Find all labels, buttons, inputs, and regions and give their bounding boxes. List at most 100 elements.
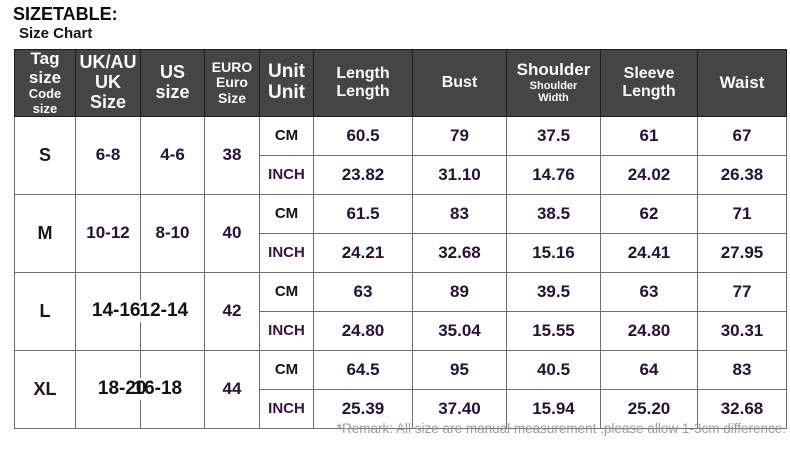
cell-length-inch: 24.80 (313, 310, 413, 351)
header-subline: UK Size (89, 72, 127, 112)
cell-unit-inch: INCH (259, 310, 314, 351)
cell-shoulder-inch: 14.76 (506, 154, 601, 195)
header-euro-size: EURO Euro Size (204, 49, 260, 117)
cell-bust-cm: 95 (412, 349, 507, 390)
header-subline: Unit (268, 81, 305, 103)
header-line: UK/AU (79, 52, 137, 73)
size-table: Tag size Code size UK/AU UK Size US size… (14, 49, 787, 429)
table-row-l-cm: L 14-1612-14 42 CM 63 89 39.5 63 77 (14, 271, 787, 351)
cell-shoulder-inch: 15.55 (506, 310, 601, 351)
header-waist: Waist (697, 49, 787, 117)
cell-ukau-m: 10-12 (75, 193, 141, 273)
cell-waist-cm: 67 (697, 115, 787, 156)
cell-length-inch: 23.82 (313, 154, 413, 195)
cell-ukau-xl: 18-20 (97, 378, 147, 400)
header-subline: Euro Size (216, 74, 248, 106)
cell-length-cm: 63 (313, 271, 413, 312)
header-subline: Shoulder Width (529, 79, 578, 105)
cell-bust-inch: 31.10 (412, 154, 507, 195)
cell-length-inch: 24.21 (313, 232, 413, 273)
table-row-xl-inch: INCH 25.39 37.40 15.94 25.20 32.68 (15, 388, 787, 429)
table-row-xl-cm: XL 18-2016-18 44 CM 64.5 95 40.5 64 83 (14, 349, 787, 429)
cell-bust-cm: 83 (412, 193, 507, 234)
header-line: Waist (719, 72, 765, 92)
cell-waist-inch: 32.68 (697, 388, 787, 429)
cell-us-m: 8-10 (140, 193, 205, 273)
header-shoulder: Shoulder Shoulder Width (506, 49, 601, 117)
cell-length-cm: 64.5 (313, 349, 413, 390)
table-row-m-inch: INCH 24.21 32.68 15.16 24.41 27.95 (15, 232, 787, 273)
cell-length-cm: 60.5 (313, 115, 413, 156)
header-line: Bust (441, 74, 478, 92)
header-bust: Bust (412, 49, 507, 117)
cell-unit-inch: INCH (259, 388, 314, 429)
cell-length-inch: 25.39 (313, 388, 413, 429)
cell-ukau-l: 14-16 (91, 300, 141, 322)
cell-ukau-s: 6-8 (75, 115, 141, 195)
cell-shoulder-cm: 37.5 (506, 115, 601, 156)
cell-shoulder-cm: 39.5 (506, 271, 601, 312)
cell-tag-s: S (14, 115, 76, 195)
table-row-s-inch: INCH 23.82 31.10 14.76 24.02 26.38 (15, 154, 787, 195)
cell-shoulder-cm: 40.5 (506, 349, 601, 390)
cell-waist-inch: 26.38 (697, 154, 787, 195)
header-line: Length (336, 65, 390, 83)
cell-shoulder-inch: 15.16 (506, 232, 601, 273)
table-row-m-cm: M 10-12 8-10 40 CM 61.5 83 38.5 62 71 (14, 193, 787, 273)
cell-unit-cm: CM (259, 349, 314, 390)
cell-euro-l: 42 (204, 271, 260, 351)
cell-waist-cm: 77 (697, 271, 787, 312)
header-line: US (159, 62, 185, 83)
header-tag-size: Tag size Code size (14, 49, 76, 117)
cell-sleeve-inch: 24.41 (600, 232, 698, 273)
cell-bust-inch: 35.04 (412, 310, 507, 351)
cell-bust-inch: 32.68 (412, 232, 507, 273)
cell-unit-inch: INCH (259, 154, 314, 195)
cell-unit-cm: CM (259, 193, 314, 234)
header-line: Sleeve (623, 65, 675, 83)
table-row-l-inch: INCH 24.80 35.04 15.55 24.80 30.31 (15, 310, 787, 351)
cell-waist-cm: 71 (697, 193, 787, 234)
cell-us-xl: 16-18 (133, 378, 183, 400)
cell-shoulder-cm: 38.5 (506, 193, 601, 234)
cell-sleeve-cm: 64 (600, 349, 698, 390)
header-line: Shoulder (516, 60, 591, 79)
page-title: SIZETABLE: (13, 4, 118, 24)
cell-waist-cm: 83 (697, 349, 787, 390)
cell-tag-m: M (14, 193, 76, 273)
cell-sleeve-cm: 63 (600, 271, 698, 312)
header-line: Tag size (28, 49, 62, 87)
table-row-s-cm: S 6-8 4-6 38 CM 60.5 79 37.5 61 67 (14, 115, 787, 195)
cell-sleeve-inch: 25.20 (600, 388, 698, 429)
cell-tag-xl: XL (14, 349, 76, 429)
header-length: Length Length (313, 49, 413, 117)
cell-euro-s: 38 (204, 115, 260, 195)
cell-us-l: 12-14 (139, 300, 189, 322)
cell-ukau-us-merged-xl: 18-2016-18 (75, 349, 205, 429)
cell-bust-cm: 89 (412, 271, 507, 312)
cell-tag-l: L (14, 271, 76, 351)
header-uk-au: UK/AU UK Size (75, 49, 141, 117)
remark-text: *Remark: All size are manual measurement… (336, 421, 786, 436)
header-subline: Length (336, 82, 390, 100)
cell-unit-cm: CM (259, 115, 314, 156)
cell-waist-inch: 27.95 (697, 232, 787, 273)
cell-unit-inch: INCH (259, 232, 314, 273)
header-sleeve-length: Sleeve Length (600, 49, 698, 117)
cell-length-cm: 61.5 (313, 193, 413, 234)
page-subtitle: Size Chart (19, 25, 93, 42)
header-subline: Code size (28, 86, 62, 116)
cell-us-s: 4-6 (140, 115, 205, 195)
header-us-size: US size (140, 49, 205, 117)
cell-sleeve-cm: 61 (600, 115, 698, 156)
cell-sleeve-cm: 62 (600, 193, 698, 234)
header-subline: size (155, 81, 190, 102)
header-unit: Unit Unit (259, 49, 314, 117)
header-row: Tag size Code size UK/AU UK Size US size… (14, 49, 787, 117)
cell-unit-cm: CM (259, 271, 314, 312)
cell-sleeve-inch: 24.80 (600, 310, 698, 351)
header-line: Unit (268, 61, 305, 83)
cell-waist-inch: 30.31 (697, 310, 787, 351)
cell-ukau-us-merged-l: 14-1612-14 (75, 271, 205, 351)
header-subline: Length (622, 82, 676, 100)
